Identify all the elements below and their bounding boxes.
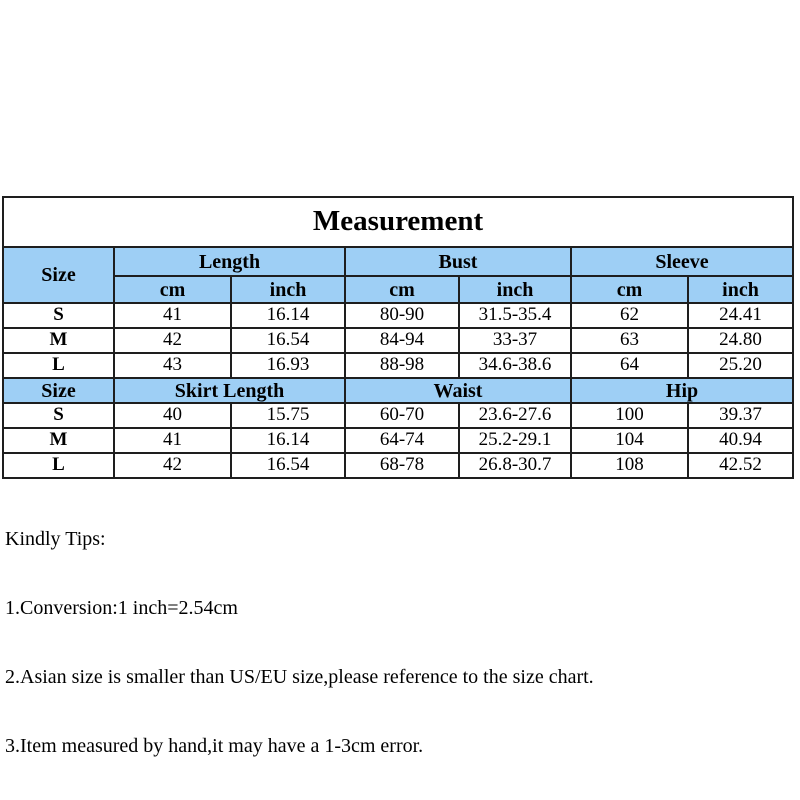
cell-waist-inch: 26.8-30.7: [458, 452, 572, 479]
cell-length-inch: 16.54: [230, 327, 346, 354]
cell-hip-inch: 42.52: [686, 452, 795, 479]
cell-skirt-inch: 16.54: [230, 452, 346, 479]
col-header-length: Length: [113, 246, 346, 277]
table-row-s2-m: M 41 16.14 64-74 25.2-29.1 104 40.94: [2, 427, 795, 454]
size-label: S: [2, 302, 115, 329]
cell-skirt-cm: 42: [113, 452, 232, 479]
col-header-size: Size: [2, 246, 115, 304]
cell-bust-cm: 88-98: [344, 352, 460, 379]
table-row-s1-l: L 43 16.93 88-98 34.6-38.6 64 25.20: [2, 352, 795, 379]
cell-sleeve-inch: 24.41: [686, 302, 795, 329]
size-label: L: [2, 352, 115, 379]
cell-skirt-cm: 40: [113, 402, 232, 429]
tip-asian-size: 2.Asian size is smaller than US/EU size,…: [5, 666, 594, 688]
size-label: L: [2, 452, 115, 479]
cell-sleeve-cm: 62: [570, 302, 689, 329]
subheader-length-inch: inch: [230, 275, 346, 304]
subheader-length-cm: cm: [113, 275, 232, 304]
cell-hip-inch: 39.37: [686, 402, 795, 429]
table-row-s1-m: M 42 16.54 84-94 33-37 63 24.80: [2, 327, 795, 354]
tip-conversion: 1.Conversion:1 inch=2.54cm: [5, 597, 238, 619]
title-row: Measurement: [1, 196, 795, 248]
cell-waist-cm: 60-70: [344, 402, 460, 429]
subheader-sleeve-cm: cm: [570, 275, 689, 304]
subheader-bust-cm: cm: [344, 275, 460, 304]
cell-length-cm: 43: [113, 352, 232, 379]
cell-waist-inch: 23.6-27.6: [458, 402, 572, 429]
cell-sleeve-inch: 25.20: [686, 352, 795, 379]
tip-measure-error: 3.Item measured by hand,it may have a 1-…: [5, 735, 424, 757]
measurement-table: Measurement Size Length Bust Sleeve cm i…: [1, 196, 795, 479]
size-label: S: [2, 402, 115, 429]
section1-group-header-row: Size Length Bust Sleeve: [2, 246, 795, 304]
col-header-waist: Waist: [344, 377, 572, 404]
cell-waist-inch: 25.2-29.1: [458, 427, 572, 454]
subheader-sleeve-inch: inch: [686, 275, 795, 304]
cell-length-inch: 16.14: [230, 302, 346, 329]
cell-hip-cm: 100: [570, 402, 689, 429]
cell-hip-cm: 108: [570, 452, 689, 479]
cell-length-cm: 42: [113, 327, 232, 354]
cell-bust-inch: 34.6-38.6: [458, 352, 572, 379]
table-row-s2-s: S 40 15.75 60-70 23.6-27.6 100 39.37: [2, 402, 795, 429]
cell-sleeve-cm: 63: [570, 327, 689, 354]
kindly-tips: Kindly Tips: 1.Conversion:1 inch=2.54cm …: [5, 482, 797, 800]
cell-sleeve-cm: 64: [570, 352, 689, 379]
cell-bust-inch: 31.5-35.4: [458, 302, 572, 329]
cell-hip-inch: 40.94: [686, 427, 795, 454]
cell-waist-cm: 68-78: [344, 452, 460, 479]
cell-sleeve-inch: 24.80: [686, 327, 795, 354]
col-header-skirt-length: Skirt Length: [113, 377, 346, 404]
page-title: Measurement: [1, 196, 795, 248]
cell-bust-cm: 84-94: [344, 327, 460, 354]
cell-length-inch: 16.93: [230, 352, 346, 379]
cell-skirt-cm: 41: [113, 427, 232, 454]
cell-hip-cm: 104: [570, 427, 689, 454]
table-row-s1-s: S 41 16.14 80-90 31.5-35.4 62 24.41: [2, 302, 795, 329]
cell-bust-inch: 33-37: [458, 327, 572, 354]
col-header-size-2: Size: [2, 377, 115, 404]
size-label: M: [2, 427, 115, 454]
tips-heading: Kindly Tips:: [5, 528, 106, 550]
cell-bust-cm: 80-90: [344, 302, 460, 329]
cell-waist-cm: 64-74: [344, 427, 460, 454]
cell-skirt-inch: 15.75: [230, 402, 346, 429]
cell-length-cm: 41: [113, 302, 232, 329]
subheader-bust-inch: inch: [458, 275, 572, 304]
col-header-hip: Hip: [569, 377, 795, 404]
col-header-sleeve: Sleeve: [569, 246, 795, 277]
table-row-s2-l: L 42 16.54 68-78 26.8-30.7 108 42.52: [2, 452, 795, 479]
section2-group-header-row: Size Skirt Length Waist Hip: [2, 377, 795, 404]
section1-unit-header-row: cm inch cm inch cm inch: [3, 275, 795, 304]
cell-skirt-inch: 16.14: [230, 427, 346, 454]
size-label: M: [2, 327, 115, 354]
col-header-bust: Bust: [344, 246, 572, 277]
